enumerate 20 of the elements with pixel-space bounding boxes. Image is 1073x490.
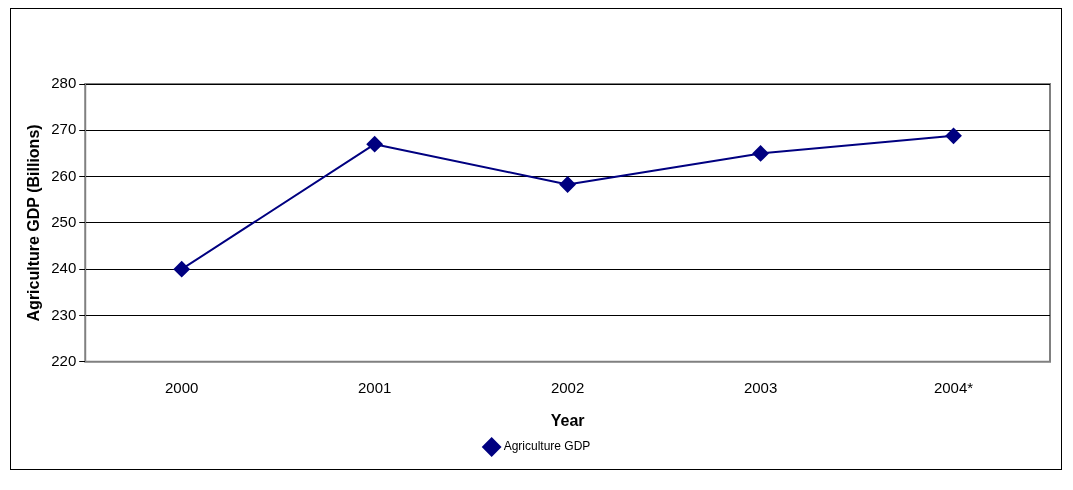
y-tick-label: 250: [51, 213, 77, 231]
y-tick-label: 220: [51, 351, 77, 369]
point: [752, 145, 769, 162]
x-tick-label: 2004*: [933, 378, 974, 396]
point: [173, 261, 190, 278]
x-tick-label: 2001: [357, 378, 392, 396]
y-tick-label: 260: [51, 166, 77, 184]
y-tick-label: 240: [51, 259, 77, 277]
point: [559, 176, 576, 193]
y-tick-label: 230: [51, 305, 77, 323]
y-tick-label: 280: [51, 74, 77, 92]
legend-label: Agriculture GDP: [503, 439, 591, 454]
x-axis-title: Year: [550, 411, 585, 429]
point: [945, 127, 962, 144]
x-tick-label: 2000: [165, 378, 199, 396]
point: [366, 136, 383, 153]
x-tick-label: 2003: [743, 378, 778, 396]
y-tick-label: 270: [51, 120, 77, 138]
x-tick-label: 2002: [550, 378, 585, 396]
y-axis-title: Agriculture GDP (Billions): [25, 124, 43, 322]
